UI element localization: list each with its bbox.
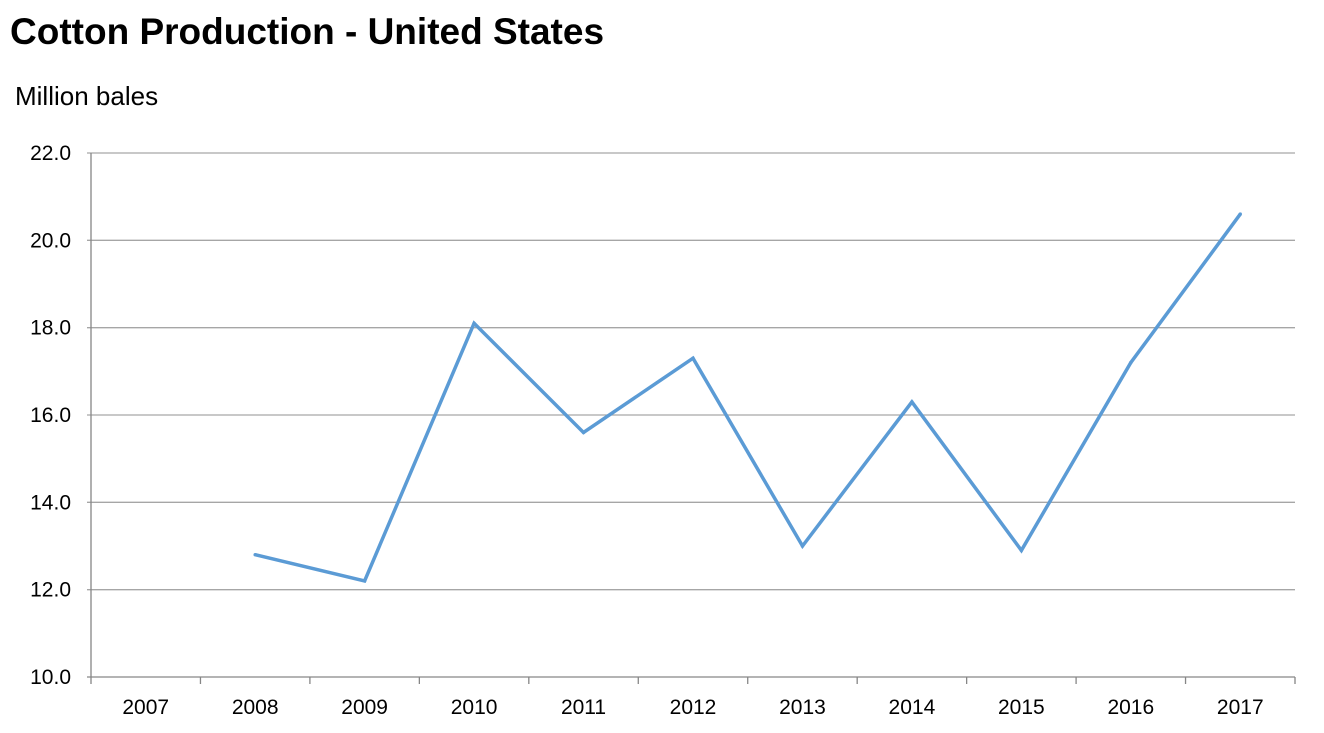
x-tick-label: 2015 [998,696,1045,719]
data-point-2013 [800,544,805,548]
y-tick-label: 14.0 [30,491,71,514]
x-tick-label: 2007 [122,696,169,719]
x-tick-labels: 2007 2008 2009 2010 2011 2012 2013 2014 2015 2016… [122,696,1263,719]
x-tick-label: 2010 [451,696,498,719]
series-line-0 [254,213,1242,583]
x-tick-label: 2014 [889,696,936,719]
x-tick-label: 2013 [779,696,826,719]
data-point-2012 [691,356,695,360]
data-point-2015 [1019,548,1024,553]
data-point-2011 [581,430,586,435]
y-axis-label: Million bales [15,81,159,111]
data-point-2009 [362,579,367,583]
y-tick-label: 16.0 [30,404,71,427]
data-point-2014 [910,400,914,404]
y-tick-label: 20.0 [30,229,71,252]
x-tick-label: 2011 [561,696,606,719]
data-point-2010 [472,321,476,325]
chart-title: Cotton Production - United States [10,11,605,52]
data-point-2017 [1238,212,1242,216]
x-tick-label: 2008 [232,696,279,719]
y-tick-label: 22.0 [30,142,71,165]
axes [87,153,1296,684]
x-tick-label: 2017 [1217,696,1264,719]
data-point-2008 [253,553,257,557]
x-tick-label: 2012 [670,696,717,719]
data-point-2016 [1129,360,1133,365]
y-tick-label: 10.0 [30,666,71,689]
y-tick-labels: 10.0 12.0 14.0 16.0 18.0 20.0 22.0 [30,142,71,689]
y-tick-label: 12.0 [30,579,71,602]
y-tick-label: 18.0 [30,317,71,340]
x-tick-label: 2009 [341,696,388,719]
x-tick-label: 2016 [1107,696,1154,719]
series-layer [253,212,1242,583]
gridlines [87,152,1295,591]
